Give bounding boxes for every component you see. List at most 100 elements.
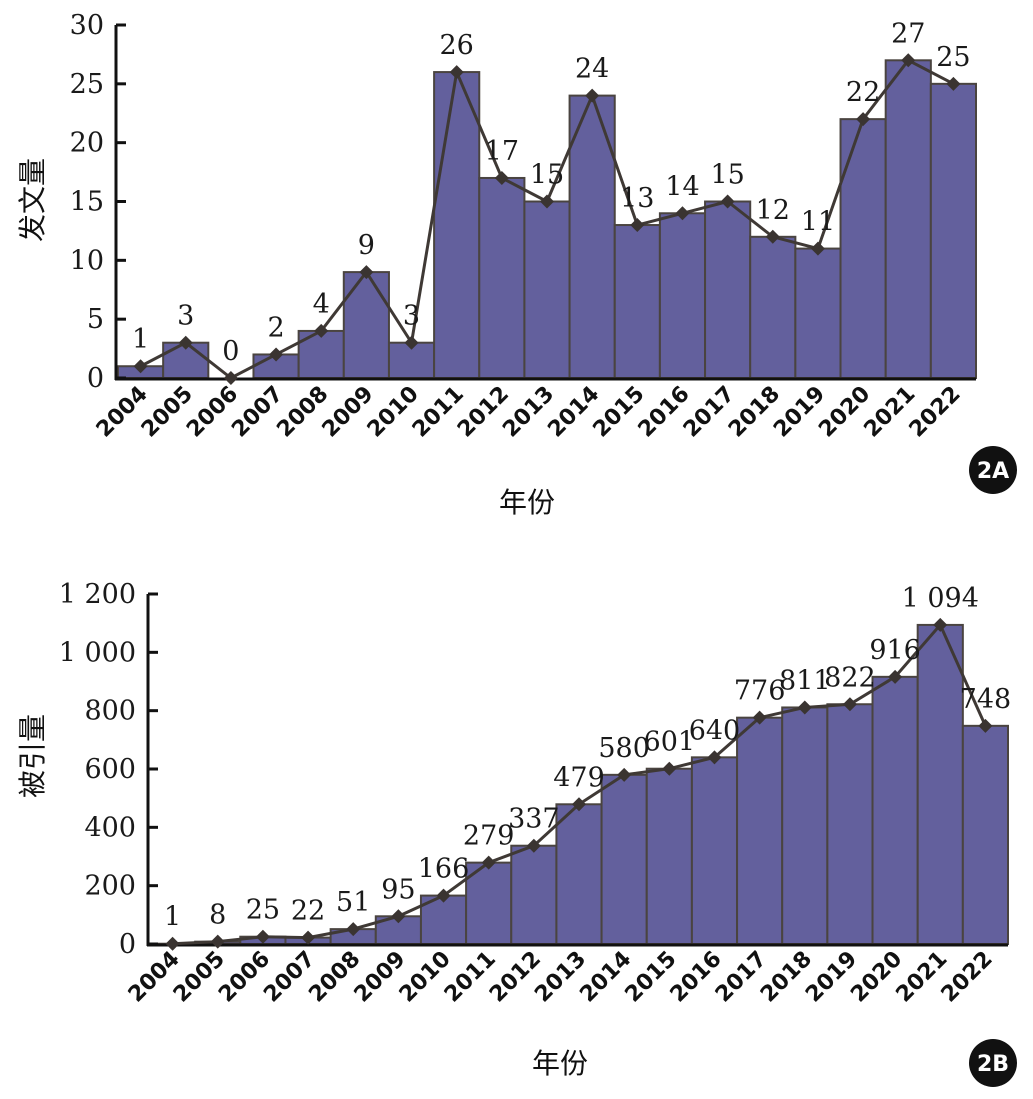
x-tick-label-2018: 2018 (724, 382, 785, 443)
bar-2020 (839, 118, 887, 379)
marker-2004 (133, 359, 148, 374)
marker-2020 (856, 112, 871, 127)
x-tick-label-2015: 2015 (589, 382, 650, 443)
x-tick-label-2005: 2005 (137, 382, 198, 443)
data-label-2017: 15 (710, 160, 744, 191)
x-tick-label-2017: 2017 (711, 947, 772, 1008)
x-tick-label-2006: 2006 (214, 947, 275, 1008)
bar-2016 (690, 756, 739, 945)
bar-2018 (749, 235, 797, 379)
marker-2009 (391, 909, 406, 924)
bar-2021 (884, 59, 932, 380)
x-tick-label-2021: 2021 (892, 947, 953, 1008)
data-label-2004: 1 (164, 902, 181, 933)
marker-2011 (481, 855, 496, 870)
marker-2006 (223, 371, 238, 385)
data-label-2018: 12 (756, 195, 790, 226)
data-label-2015: 601 (644, 727, 696, 758)
y-axis-title: 被引量 (16, 714, 49, 798)
marker-2012 (526, 838, 541, 853)
y-tick-label: 0 (87, 363, 104, 394)
x-tick-label-2022: 2022 (905, 382, 966, 443)
y-tick-label: 10 (70, 245, 104, 276)
bar-2009 (342, 271, 390, 380)
bar-2020 (871, 675, 919, 945)
bar-2017 (736, 716, 784, 946)
data-label-2012: 17 (485, 136, 519, 167)
data-label-2013: 479 (553, 762, 605, 793)
y-tick-label: 600 (84, 754, 136, 785)
data-label-2021: 1 094 (902, 583, 979, 614)
x-tick-label-2008: 2008 (272, 382, 333, 443)
x-tick-label-2012: 2012 (453, 382, 514, 443)
y-axis-title: 发文量 (16, 158, 49, 242)
x-tick-label-2020: 2020 (846, 947, 907, 1008)
chart-panel-2b: 0 200 400 600 800 1 000 1 200 1 8 25 22 51 951662793… (16, 579, 1017, 1087)
marker-2010 (436, 888, 451, 903)
data-label-2011: 279 (463, 821, 515, 852)
bar-2022 (929, 82, 977, 379)
marker-2007 (269, 347, 284, 362)
x-tick-label-2019: 2019 (769, 382, 830, 443)
x-tick-label-2010: 2010 (395, 947, 456, 1008)
bar-2016 (658, 212, 707, 379)
y-tick-label: 5 (87, 304, 104, 335)
bar-2011 (433, 71, 481, 379)
marker-2019 (810, 241, 825, 256)
x-axis-title: 年份 (532, 1047, 588, 1080)
y-tick-label: 30 (70, 10, 104, 41)
x-tick-label-2006: 2006 (182, 382, 243, 443)
data-label-2014: 24 (575, 54, 609, 85)
x-tick-label-2022: 2022 (937, 947, 998, 1008)
marker-2022 (946, 76, 961, 91)
marker-2010 (404, 335, 419, 350)
bar-2019 (794, 247, 842, 379)
data-label-2013: 15 (530, 160, 564, 191)
data-label-2006: 25 (246, 895, 280, 926)
x-tick-label-2013: 2013 (498, 382, 559, 443)
bar-2012 (478, 176, 526, 379)
data-label-2005: 8 (209, 900, 226, 931)
y-tick-label: 15 (70, 187, 104, 218)
panel-badge (969, 446, 1017, 494)
data-label-2014: 580 (598, 733, 650, 764)
y-tick-label: 400 (84, 812, 136, 843)
data-label-2005: 3 (177, 301, 194, 332)
y-tick-label: 200 (84, 871, 136, 902)
y-tick-label: 25 (70, 69, 104, 100)
marker-2014 (585, 88, 600, 103)
marker-2017 (752, 710, 767, 725)
bar-2012 (510, 844, 558, 945)
marker-2005 (178, 335, 193, 350)
data-label-2007: 2 (267, 312, 284, 343)
x-tick-label-2018: 2018 (756, 947, 817, 1008)
y-tick-label: 0 (119, 929, 136, 960)
bar-2015 (613, 224, 661, 379)
marker-2021 (901, 53, 916, 68)
x-tick-label-2008: 2008 (304, 947, 365, 1008)
panel-badge (969, 1039, 1017, 1087)
x-tick-label-2020: 2020 (814, 382, 875, 443)
x-tick-label-2021: 2021 (860, 382, 921, 443)
x-tick-label-2015: 2015 (621, 947, 682, 1008)
x-tick-label-2014: 2014 (575, 947, 636, 1008)
data-label-2020: 22 (846, 77, 880, 108)
bar-2022 (961, 724, 1009, 945)
data-label-2018: 811 (779, 665, 831, 696)
marker-2009 (359, 265, 374, 280)
x-tick-label-2013: 2013 (530, 947, 591, 1008)
marker-2007 (301, 930, 316, 945)
bar-2018 (781, 706, 829, 945)
data-label-2012: 337 (508, 804, 560, 835)
y-tick-label: 1 200 (59, 579, 136, 610)
x-tick-label-2009: 2009 (350, 947, 411, 1008)
x-tick-label-2019: 2019 (801, 947, 862, 1008)
x-tick-label-2005: 2005 (169, 947, 230, 1008)
data-label-2010: 3 (403, 301, 420, 332)
x-tick-label-2009: 2009 (318, 382, 379, 443)
data-label-2021: 27 (891, 18, 925, 49)
data-label-2011: 26 (440, 30, 474, 61)
data-label-2019: 11 (801, 207, 835, 238)
